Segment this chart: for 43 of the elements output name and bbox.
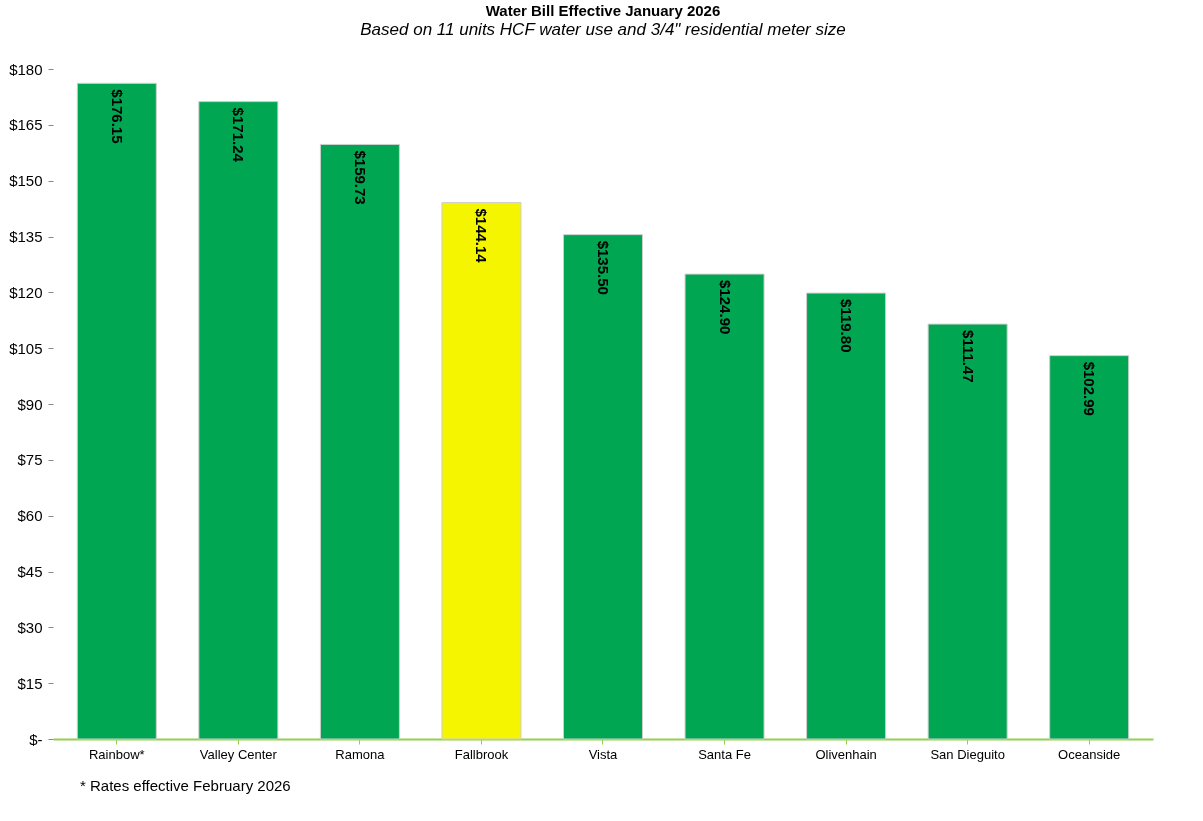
bar [319,143,400,740]
data-label: $144.14 [473,208,491,264]
data-label: $111.47 [959,330,977,383]
text: * Rates effective February 2026 [80,777,292,794]
bar [806,292,887,740]
x-tick-label: Olivenhain [815,746,877,762]
y-tick-label: $120 [9,283,43,301]
data-label: $176.15 [108,89,126,144]
x-tick-label: Santa Fe [698,746,751,762]
x-tick-label: Oceanside [1058,746,1121,762]
chart-title: Water Bill Effective January 2026 [485,2,721,19]
x-tick-label: San Dieguito [930,746,1005,762]
data-label: $102.99 [1081,361,1099,416]
chart-subtitle: Based on 11 units HCF water use and 3/4" residential meter size [360,20,846,39]
bar [684,273,765,740]
bar [927,323,1008,740]
y-tick-label: $165 [9,116,43,134]
y-tick-label: $150 [9,172,43,190]
data-label: $135.50 [595,240,612,295]
bar [563,234,643,740]
y-tick-label: $75 [17,451,43,469]
data-label: $159.73 [351,150,369,205]
x-tick-label: Vista [588,746,619,762]
y-tick-label: $105 [9,339,43,357]
y-tick-label: $15 [17,674,43,692]
data-label: $119.80 [838,299,856,353]
data-label: $124.90 [716,280,734,335]
x-tick-label: Fallbrook [454,746,509,762]
y-tick-label: $180 [9,60,43,78]
bar [76,82,157,740]
y-tick-label: $90 [17,395,43,413]
y-tick-label: $30 [17,618,43,636]
x-tick-label: Ramona [335,746,386,762]
bar [1049,355,1130,740]
y-tick-label: $135 [9,228,43,245]
bar [198,101,279,740]
data-label: $171.24 [230,107,248,163]
y-tick-label: $- [29,730,43,748]
y-tick-label: $45 [17,563,43,580]
x-tick-label: Rainbow* [88,746,145,762]
y-tick-label: $60 [17,507,43,525]
x-tick-label: Valley Center [199,746,278,762]
bar [441,201,522,740]
